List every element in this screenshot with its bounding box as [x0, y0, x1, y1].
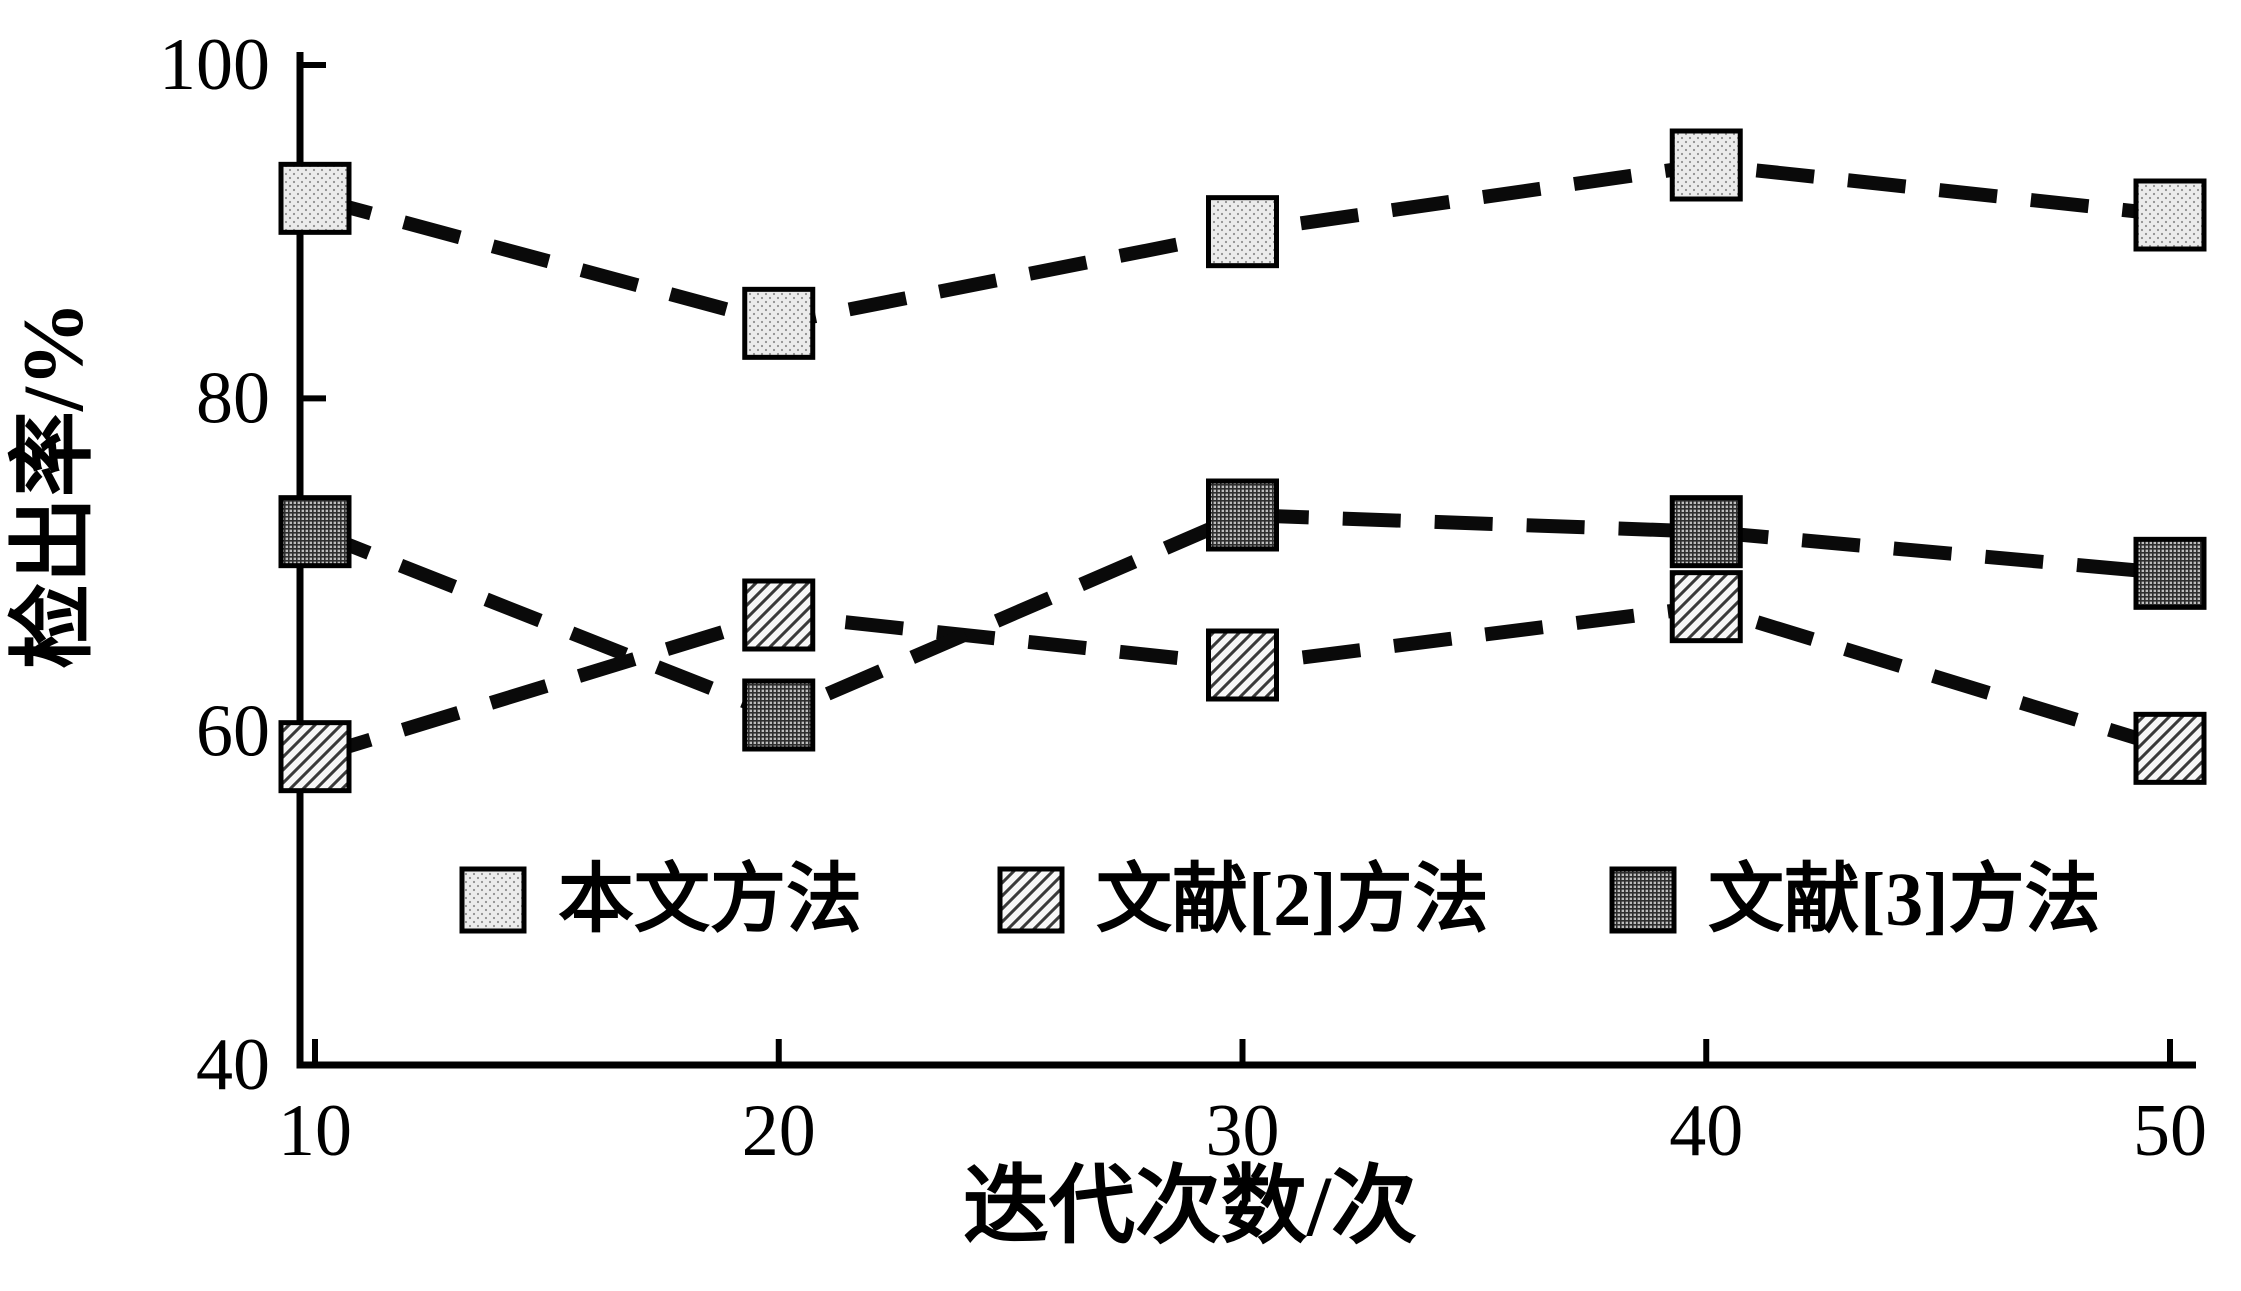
y-tick-label: 40 [196, 1024, 270, 1106]
marker-diagonal [1669, 570, 1743, 644]
x-axis-title: 迭代次数/次 [963, 1158, 1417, 1254]
legend-swatch-stipple [459, 866, 527, 934]
legend-swatch-crosshatch [1609, 866, 1677, 934]
y-axis-title: 检出率/% [5, 301, 101, 669]
marker-diagonal [1206, 628, 1279, 702]
x-tick-label: 30 [1206, 1090, 1280, 1172]
legend-label: 文献[3]方法 [1708, 858, 2101, 942]
marker-crosshatch [1669, 495, 1743, 569]
y-tick-label: 60 [196, 691, 270, 773]
marker-crosshatch [742, 678, 816, 752]
legend-swatch-diagonal [997, 866, 1065, 934]
x-tick-label: 50 [2133, 1090, 2207, 1172]
marker-diagonal [742, 578, 816, 652]
legend-label: 本文方法 [558, 858, 862, 942]
series-line-3 [312, 507, 2171, 723]
marker-stipple [1206, 195, 1279, 269]
series-markers [278, 128, 2207, 794]
x-tick-label: 10 [278, 1090, 352, 1172]
legend-label: 文献[2]方法 [1096, 858, 1489, 942]
marker-stipple [278, 161, 352, 235]
marker-crosshatch [1206, 478, 1279, 552]
tick-labels: 40 60 80 100 10 20 30 40 50 [159, 24, 2207, 1172]
marker-crosshatch [278, 495, 352, 569]
legend-item: 文献[3]方法 [1609, 858, 2101, 942]
x-tick-label: 20 [742, 1090, 816, 1172]
legend-item: 本文方法 [459, 858, 862, 942]
marker-stipple [742, 286, 816, 360]
marker-diagonal [2133, 711, 2207, 785]
y-tick-label: 80 [196, 357, 270, 439]
legend: 本文方法 文献[2]方法 文献[3]方法 [459, 858, 2101, 942]
marker-stipple [2133, 178, 2207, 252]
marker-crosshatch [2133, 536, 2207, 610]
y-tick-label: 100 [159, 24, 270, 106]
marker-diagonal [278, 720, 352, 794]
legend-item: 文献[2]方法 [997, 858, 1489, 942]
marker-stipple [1669, 128, 1743, 202]
x-tick-label: 40 [1669, 1090, 1743, 1172]
